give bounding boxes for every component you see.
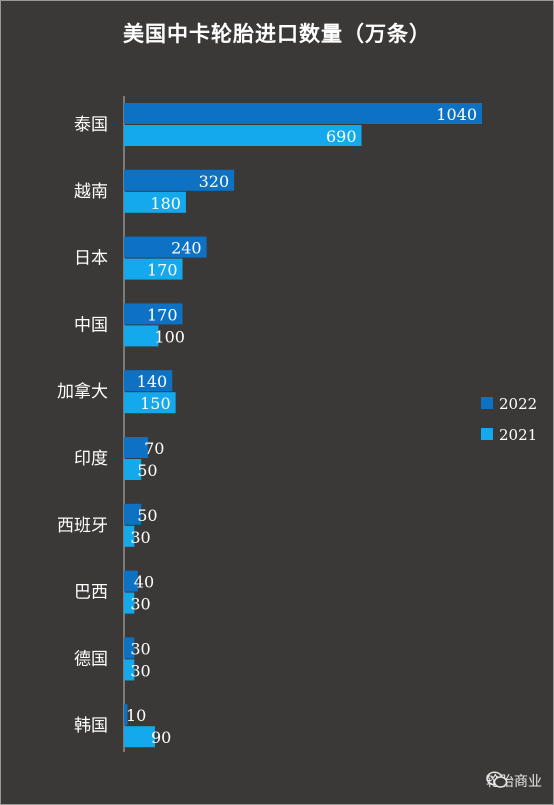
data-label: 140 — [137, 372, 168, 391]
bar-2021 — [124, 659, 135, 681]
bar-2022 — [124, 570, 138, 592]
bar-2021 — [124, 592, 135, 614]
bar-2021 — [124, 191, 186, 213]
bar-2022 — [124, 370, 173, 392]
data-label: 30 — [130, 639, 150, 658]
data-label: 690 — [326, 127, 357, 146]
legend-label: 2022 — [499, 395, 537, 413]
data-label: 180 — [150, 194, 181, 213]
bar-2022 — [124, 169, 235, 191]
bar-2022 — [124, 236, 207, 258]
legend-swatch-2022 — [481, 397, 493, 409]
category-label: 越南 — [74, 182, 108, 202]
data-label: 40 — [134, 573, 154, 592]
data-label: 170 — [147, 305, 178, 324]
bar-2021 — [124, 726, 155, 748]
legend-label: 2021 — [499, 426, 537, 444]
data-label: 90 — [151, 728, 171, 747]
category-label: 日本 — [74, 249, 108, 269]
data-label: 240 — [171, 239, 202, 258]
data-label: 150 — [140, 394, 171, 413]
category-label: 德国 — [74, 649, 108, 669]
category-label: 西班牙 — [57, 516, 108, 536]
bar-2021 — [124, 459, 142, 480]
data-label: 1040 — [436, 105, 477, 124]
bar-2021 — [124, 525, 135, 547]
data-label: 30 — [130, 528, 150, 547]
data-label: 10 — [126, 706, 146, 725]
bar-2022 — [124, 704, 128, 726]
wechat-icon — [486, 771, 508, 788]
bar-2022 — [124, 103, 482, 124]
bar-2022 — [124, 637, 135, 659]
data-label: 320 — [199, 172, 230, 191]
bar-2021 — [124, 325, 159, 347]
bar-2022 — [124, 303, 183, 325]
data-label: 50 — [137, 461, 157, 480]
data-label: 100 — [154, 327, 185, 346]
bar-2021 — [124, 258, 183, 280]
bar-2021 — [124, 125, 362, 146]
data-label: 30 — [130, 595, 150, 614]
category-label: 中国 — [74, 315, 108, 335]
bar-2022 — [124, 503, 142, 525]
watermark: 轮胎商业 — [486, 771, 542, 791]
category-label: 巴西 — [74, 583, 108, 603]
category-label: 印度 — [74, 449, 108, 469]
legend-swatch-2021 — [481, 428, 493, 440]
category-label: 加拿大 — [57, 381, 108, 402]
category-label: 韩国 — [74, 716, 108, 736]
chart-title: 美国中卡轮胎进口数量（万条） — [123, 22, 431, 46]
category-label: 泰国 — [74, 115, 108, 135]
data-label: 30 — [130, 661, 150, 680]
bar-2022 — [124, 437, 149, 458]
bar-2021 — [124, 392, 176, 414]
data-label: 170 — [147, 261, 178, 280]
data-label: 50 — [137, 506, 157, 525]
data-label: 70 — [144, 439, 164, 458]
